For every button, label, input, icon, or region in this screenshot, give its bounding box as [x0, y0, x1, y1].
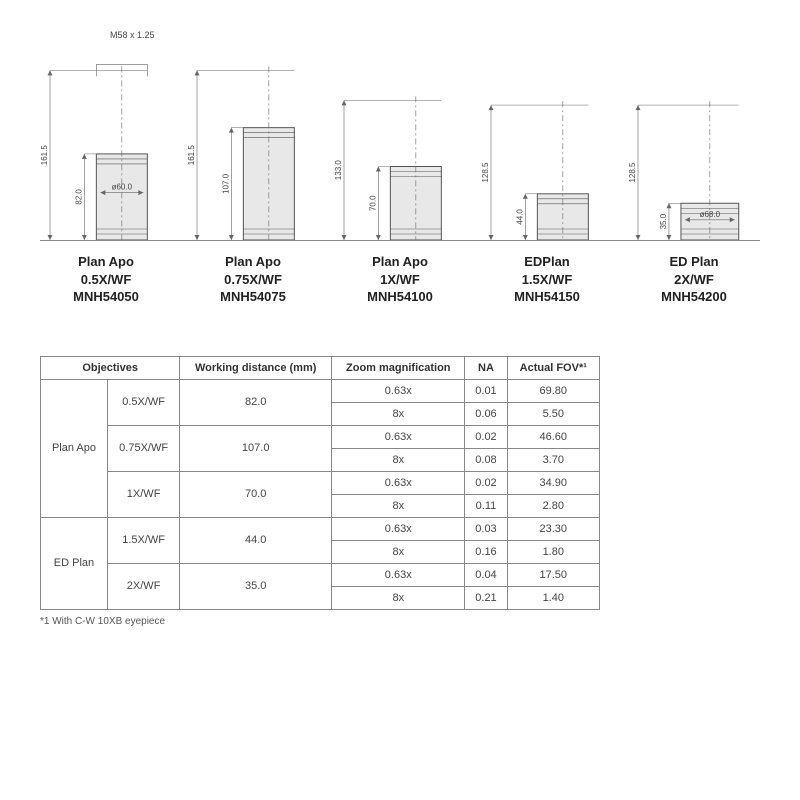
- cell-fov: 1.40: [507, 586, 599, 609]
- cell-objective: 2X/WF: [107, 563, 179, 609]
- th-wd: Working distance (mm): [180, 356, 332, 379]
- cell-fov: 1.80: [507, 540, 599, 563]
- labels-row: Plan Apo0.5X/WFMNH54050 Plan Apo0.75X/WFM…: [40, 253, 760, 306]
- cell-fov: 46.60: [507, 425, 599, 448]
- cell-na: 0.16: [465, 540, 507, 563]
- cell-na: 0.08: [465, 448, 507, 471]
- footnote: *1 With C-W 10XB eyepiece: [40, 616, 760, 627]
- svg-text:128.5: 128.5: [481, 162, 490, 183]
- cell-na: 0.02: [465, 471, 507, 494]
- svg-text:35.0: 35.0: [659, 213, 668, 229]
- cell-na: 0.03: [465, 517, 507, 540]
- cell-family: ED Plan: [41, 517, 108, 609]
- cell-fov: 69.80: [507, 379, 599, 402]
- lens-diagram: 161.5 107.0: [187, 30, 319, 240]
- table-row: Plan Apo0.5X/WF82.00.63x0.0169.80: [41, 379, 600, 402]
- svg-text:128.5: 128.5: [628, 162, 637, 183]
- lens-diagram: 161.5 82.0 ø60.0: [40, 30, 172, 240]
- svg-text:133.0: 133.0: [334, 160, 343, 181]
- cell-wd: 82.0: [180, 379, 332, 425]
- th-na: NA: [465, 356, 507, 379]
- cell-zoom: 0.63x: [332, 517, 465, 540]
- svg-text:44.0: 44.0: [515, 209, 524, 225]
- cell-objective: 0.5X/WF: [107, 379, 179, 425]
- table-row: 1X/WF70.00.63x0.0234.90: [41, 471, 600, 494]
- cell-fov: 5.50: [507, 402, 599, 425]
- cell-zoom: 8x: [332, 402, 465, 425]
- cell-fov: 3.70: [507, 448, 599, 471]
- cell-zoom: 0.63x: [332, 471, 465, 494]
- cell-zoom: 8x: [332, 448, 465, 471]
- cell-objective: 1.5X/WF: [107, 517, 179, 563]
- spec-table: Objectives Working distance (mm) Zoom ma…: [40, 356, 600, 610]
- lens-label: EDPlan1.5X/WFMNH54150: [481, 253, 613, 306]
- lens-block: 133.0 70.0: [334, 30, 466, 240]
- cell-na: 0.02: [465, 425, 507, 448]
- table-body: Plan Apo0.5X/WF82.00.63x0.0169.808x0.065…: [41, 379, 600, 609]
- th-fov: Actual FOV*¹: [507, 356, 599, 379]
- lens-block: 161.5 107.0: [187, 30, 319, 240]
- lens-label: Plan Apo0.75X/WFMNH54075: [187, 253, 319, 306]
- svg-text:161.5: 161.5: [40, 145, 49, 166]
- table-row: ED Plan1.5X/WF44.00.63x0.0323.30: [41, 517, 600, 540]
- cell-fov: 23.30: [507, 517, 599, 540]
- cell-zoom: 8x: [332, 586, 465, 609]
- table-row: 2X/WF35.00.63x0.0417.50: [41, 563, 600, 586]
- cell-zoom: 8x: [332, 494, 465, 517]
- lens-block: 161.5 82.0 ø60.0: [40, 30, 172, 240]
- table-row: 0.75X/WF107.00.63x0.0246.60: [41, 425, 600, 448]
- cell-wd: 107.0: [180, 425, 332, 471]
- cell-family: Plan Apo: [41, 379, 108, 517]
- svg-text:161.5: 161.5: [187, 145, 196, 166]
- cell-zoom: 0.63x: [332, 563, 465, 586]
- cell-na: 0.06: [465, 402, 507, 425]
- cell-zoom: 0.63x: [332, 425, 465, 448]
- lens-diagram: 128.5 44.0: [481, 30, 613, 240]
- cell-objective: 0.75X/WF: [107, 425, 179, 471]
- lens-diagram: 133.0 70.0: [334, 30, 466, 240]
- cell-objective: 1X/WF: [107, 471, 179, 517]
- svg-text:ø68.0: ø68.0: [700, 210, 721, 219]
- lens-label: ED Plan2X/WFMNH54200: [628, 253, 760, 306]
- svg-text:82.0: 82.0: [74, 189, 83, 205]
- th-zoom: Zoom magnification: [332, 356, 465, 379]
- lens-diagram: 128.5 35.0 ø68.0: [628, 30, 760, 240]
- cell-na: 0.01: [465, 379, 507, 402]
- lens-block: 128.5 35.0 ø68.0: [628, 30, 760, 240]
- svg-text:107.0: 107.0: [221, 173, 230, 194]
- cell-wd: 70.0: [180, 471, 332, 517]
- cell-na: 0.04: [465, 563, 507, 586]
- table-header-row: Objectives Working distance (mm) Zoom ma…: [41, 356, 600, 379]
- th-objectives: Objectives: [41, 356, 180, 379]
- cell-zoom: 0.63x: [332, 379, 465, 402]
- diagram-row: M58 x 1.25 161.582.0ø60.0161.5107.0133.0…: [40, 30, 760, 241]
- cell-wd: 44.0: [180, 517, 332, 563]
- svg-text:70.0: 70.0: [368, 195, 377, 211]
- lens-label: Plan Apo0.5X/WFMNH54050: [40, 253, 172, 306]
- svg-text:ø60.0: ø60.0: [112, 183, 133, 192]
- cell-zoom: 8x: [332, 540, 465, 563]
- cell-wd: 35.0: [180, 563, 332, 609]
- cell-fov: 2.80: [507, 494, 599, 517]
- lens-label: Plan Apo1X/WFMNH54100: [334, 253, 466, 306]
- lens-block: 128.5 44.0: [481, 30, 613, 240]
- cell-na: 0.11: [465, 494, 507, 517]
- cell-fov: 17.50: [507, 563, 599, 586]
- cell-fov: 34.90: [507, 471, 599, 494]
- cell-na: 0.21: [465, 586, 507, 609]
